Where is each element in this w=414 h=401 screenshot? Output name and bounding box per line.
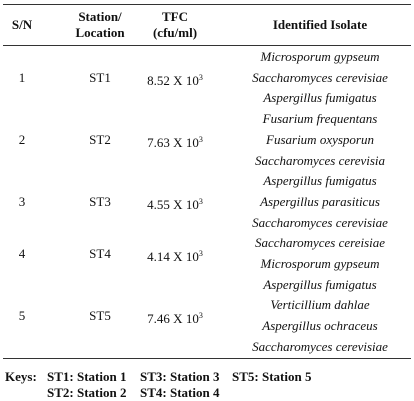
- station-cell: ST3: [89, 194, 111, 210]
- header-cell: TFC: [162, 9, 188, 24]
- isolate: Aspergillus fumigatus: [263, 90, 377, 106]
- header-cell: Location: [75, 25, 125, 40]
- station-cell: ST4: [89, 246, 111, 261]
- bottom-rule: [3, 358, 411, 359]
- isolate: Saccharomyces cerevisia: [254, 152, 386, 168]
- isolate: Saccharomyces cerevisiae: [252, 214, 388, 230]
- sn-cell: 5: [18, 308, 26, 324]
- header-cell: Station/: [78, 9, 122, 24]
- tfc-base: 4.55 X 10: [147, 197, 199, 213]
- isolate: Aspergillus fumigatus: [263, 276, 377, 292]
- tfc-exponent: 3: [198, 73, 203, 83]
- isolate: Microsporum gypseum: [260, 256, 380, 271]
- tfc-exponent: 3: [198, 311, 203, 321]
- sn-cell: 2: [18, 132, 26, 148]
- tfc-base: 8.52 X 10: [147, 73, 199, 89]
- tfc-exponent: 3: [198, 197, 203, 207]
- header-cell: Identified Isolate: [272, 17, 368, 32]
- isolate: Aspergillus parasiticus: [260, 193, 380, 209]
- isolate: Verticillium dahlae: [270, 297, 370, 313]
- key-item: ST1: Station 1: [47, 369, 127, 384]
- tfc-cell: 7.46 X 103: [147, 308, 203, 327]
- isolate: Fusarium frequentans: [262, 111, 378, 127]
- tfc-base: 7.63 X 10: [147, 135, 199, 151]
- sn-cell: 1: [18, 70, 26, 86]
- top-rule: [3, 4, 411, 5]
- station-cell: ST2: [89, 132, 111, 148]
- key-item: ST3: Station 3: [140, 369, 220, 384]
- tfc-base: 7.46 X 10: [147, 311, 199, 327]
- sn-cell: 3: [18, 194, 26, 210]
- isolate: Saccharomyces cerevisiae: [252, 338, 388, 354]
- key-item: ST2: Station 2: [47, 385, 127, 400]
- tfc-exponent: 3: [198, 249, 203, 258]
- tfc-cell: 8.52 X 103: [147, 70, 203, 89]
- tfc-exponent: 3: [198, 135, 203, 145]
- isolate: Aspergillus ochraceus: [262, 318, 378, 334]
- isolate: Saccharomyces cereisiae: [254, 235, 386, 251]
- header-cell: S/N: [11, 17, 33, 32]
- tfc-base: 4.14 X 10: [147, 249, 199, 264]
- tfc-cell: 7.63 X 103: [147, 132, 203, 151]
- key-item: ST4: Station 4: [140, 385, 220, 400]
- isolate: Microsporum gypseum: [260, 49, 380, 64]
- header-rule: [3, 45, 411, 46]
- tfc-cell: 4.55 X 103: [147, 194, 203, 213]
- isolate: Saccharomyces cerevisiae: [252, 69, 388, 85]
- station-cell: ST1: [89, 70, 111, 86]
- key-item: ST5: Station 5: [232, 369, 312, 384]
- sn-cell: 4: [18, 246, 26, 261]
- tfc-cell: 4.14 X 103: [147, 246, 203, 265]
- station-cell: ST5: [89, 308, 111, 324]
- keys-label: Keys:: [5, 369, 37, 384]
- isolate: Fusarium oxysporun: [266, 131, 374, 147]
- isolate: Aspergillus fumigatus: [263, 173, 377, 189]
- header-cell: (cfu/ml): [152, 25, 198, 40]
